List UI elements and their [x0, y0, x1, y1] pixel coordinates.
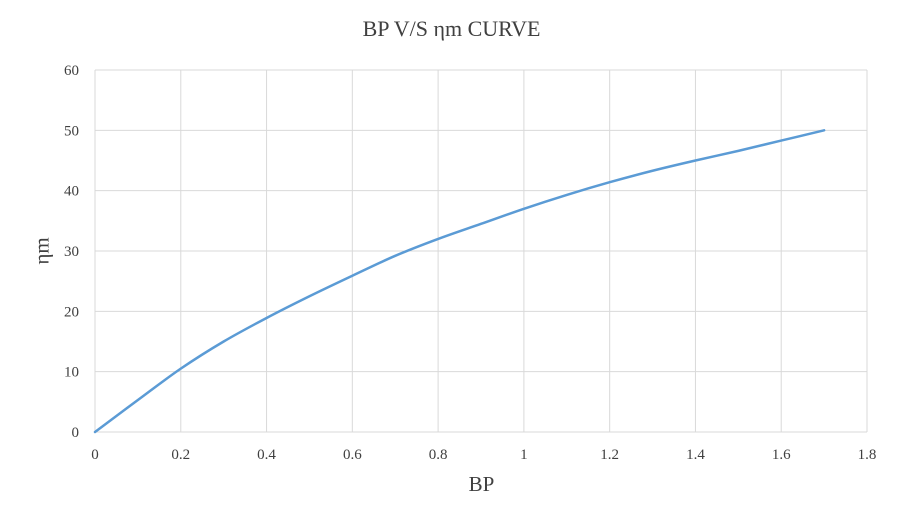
x-tick-label: 0: [91, 447, 99, 463]
x-tick-labels: 0 0.2 0.4 0.6 0.8 1 1.2 1.4 1.6 1.8: [91, 447, 876, 463]
x-tick-label: 1.4: [686, 447, 705, 463]
gridlines: [94, 69, 868, 433]
y-tick-label: 60: [64, 63, 79, 79]
x-tick-label: 0.4: [257, 447, 276, 463]
series-line: [93, 129, 826, 434]
y-tick-labels: 0 10 20 30 40 50 60: [64, 63, 79, 441]
x-tick-label: 0.2: [171, 447, 190, 463]
y-tick-label: 30: [64, 244, 79, 260]
x-tick-label: 1.6: [772, 447, 791, 463]
x-tick-label: 0.6: [343, 447, 362, 463]
series-group: [93, 129, 826, 434]
x-tick-label: 0.8: [429, 447, 448, 463]
chart-title: BP V/S ηm CURVE: [362, 16, 541, 41]
y-tick-label: 20: [64, 304, 79, 320]
x-tick-label: 1.8: [858, 447, 877, 463]
y-tick-label: 40: [64, 184, 79, 200]
x-axis-label: BP: [468, 472, 495, 496]
y-tick-label: 0: [72, 425, 80, 441]
y-tick-label: 10: [64, 365, 79, 381]
y-tick-label: 50: [64, 123, 79, 139]
x-tick-label: 1.2: [600, 447, 619, 463]
x-tick-label: 1: [520, 447, 528, 463]
